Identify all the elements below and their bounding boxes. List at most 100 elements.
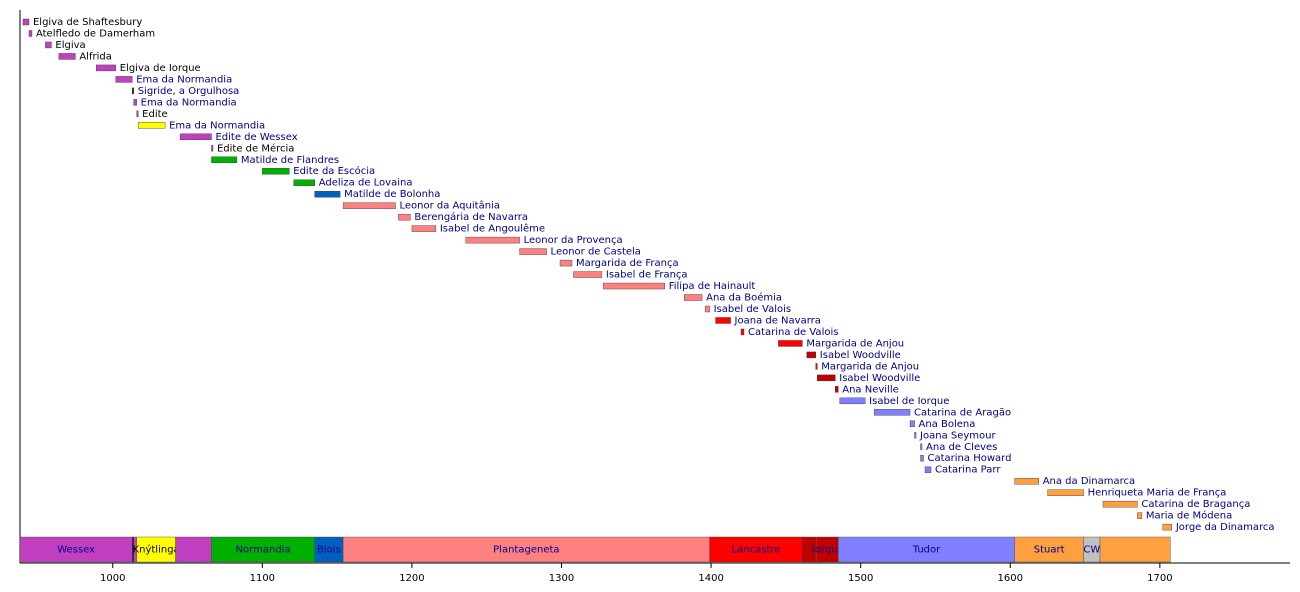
reign-bar — [96, 64, 116, 72]
reign-bar — [715, 317, 731, 324]
reign-bar — [683, 294, 703, 301]
reign-bar — [115, 76, 133, 83]
dynasty-label: Normandia — [236, 545, 291, 556]
queen-label: Margarida de Anjou — [806, 338, 904, 349]
x-tick-label: 1600 — [998, 573, 1023, 584]
queen-label: Ema da Normandia — [141, 97, 237, 108]
reign-bar — [914, 432, 917, 439]
reign-bar — [909, 420, 915, 427]
reign-bar — [179, 133, 212, 141]
reign-bar — [835, 386, 839, 393]
reign-bar — [924, 466, 932, 473]
dynasty-band — [314, 536, 344, 563]
dynasty-band — [838, 536, 1015, 563]
queen-label: Matilde de Bolonha — [344, 189, 440, 200]
reign-bar — [1047, 489, 1084, 496]
queen-label: Catarina Howard — [928, 453, 1012, 464]
queen-label: Adeliza de Lovaina — [319, 178, 413, 189]
reign-bar — [342, 202, 396, 209]
queen-label: Catarina de Valois — [748, 327, 838, 338]
reign-bar — [873, 409, 911, 416]
dynasty-label: CW — [1083, 545, 1100, 556]
reign-bar — [45, 41, 52, 49]
reign-bar — [136, 110, 139, 118]
x-tick-label: 1300 — [549, 573, 574, 584]
reign-bar — [465, 236, 520, 244]
reign-bar — [262, 168, 290, 175]
queen-label: Isabel de Angoulême — [440, 223, 545, 235]
queen-label: Elgiva — [55, 40, 85, 51]
reign-bar — [920, 455, 924, 462]
queen-label: Isabel Woodville — [839, 373, 920, 384]
reign-bar — [817, 374, 836, 382]
x-tick-label: 1100 — [250, 573, 275, 584]
queen-label: Margarida de Anjou — [821, 361, 919, 372]
reign-bar — [778, 340, 803, 347]
queen-label: Filipa de Hainault — [669, 281, 756, 292]
dynasty-band — [211, 536, 315, 563]
reign-bar — [314, 190, 341, 198]
reign-bar — [559, 259, 573, 267]
reign-bar — [1162, 523, 1173, 531]
x-tick-label: 1400 — [698, 573, 723, 584]
queen-label: Berengária de Navarra — [414, 211, 528, 223]
queen-label: Henriqueta Maria de França — [1088, 488, 1227, 499]
queen-label: Leonor da Provença — [524, 235, 623, 246]
queen-label: Edite — [142, 109, 168, 120]
queen-label: Catarina de Aragão — [914, 407, 1011, 418]
reign-bar — [293, 179, 315, 186]
dynasty-label: Blois — [317, 545, 341, 556]
queen-label: Edite da Escócia — [293, 165, 375, 177]
queen-label: Ana Neville — [842, 384, 899, 395]
queen-label: Margarida de França — [576, 258, 679, 269]
reign-bar — [519, 248, 547, 255]
dynasty-label: Plantageneta — [493, 545, 559, 556]
queen-label: Elgiva de Iorque — [120, 63, 201, 74]
queen-label: Leonor de Castela — [551, 247, 641, 258]
queen-label: Ema da Normandia — [136, 74, 232, 85]
reign-bar — [58, 53, 76, 60]
reign-bar — [28, 30, 33, 37]
dynasty-band — [175, 536, 212, 563]
queen-label: Leonor da Aquitânia — [399, 200, 500, 212]
queen-label: Isabel Woodville — [820, 350, 901, 361]
queen-label: Ana Bolena — [919, 419, 976, 430]
queen-label: Jorge da Dinamarca — [1175, 522, 1275, 533]
dynasty-label: Stuart — [1034, 545, 1065, 556]
queen-label: Ema da Normandia — [169, 120, 265, 131]
queen-label: Edite de Mércia — [217, 142, 294, 154]
dynasty-label: Wessex — [57, 545, 95, 556]
x-tick-label: 1500 — [848, 573, 873, 584]
reign-bar — [806, 351, 817, 359]
x-tick-label: 1000 — [100, 573, 125, 584]
queen-label: Ana de Cleves — [926, 442, 997, 453]
queen-label: Ana da Boémia — [706, 292, 782, 304]
reign-bar — [573, 271, 603, 278]
queen-label: Edite de Wessex — [215, 132, 297, 143]
reign-bar — [133, 99, 137, 106]
queen-label: Isabel de Iorque — [869, 396, 949, 407]
queen-label: Joana de Navarra — [734, 315, 821, 326]
x-tick-label: 1200 — [399, 573, 424, 584]
queen-label: Isabel de França — [606, 270, 688, 281]
reign-bar — [920, 443, 923, 450]
dynasty-band — [1099, 536, 1171, 563]
dynasty-band — [709, 536, 803, 563]
dynasty-band — [136, 536, 176, 563]
queen-label: Atelfledo de Damerham — [36, 28, 155, 39]
queen-label: Joana Seymour — [919, 430, 996, 441]
queen-label: Catarina de Bragança — [1141, 499, 1250, 510]
queen-label: Maria de Módena — [1146, 510, 1232, 522]
dynasty-label: Tudor — [912, 545, 941, 556]
x-tick-label: 1700 — [1147, 573, 1172, 584]
reign-bar — [1102, 500, 1138, 508]
dynasty-label: Knýtlinga — [133, 544, 180, 556]
reign-bar — [740, 328, 745, 336]
reign-bar — [398, 213, 411, 221]
reign-bar — [131, 87, 134, 95]
queen-label: Isabel de Valois — [714, 304, 792, 315]
reign-bar — [137, 122, 166, 129]
dynasty-band — [342, 536, 710, 563]
queen-label: Ana da Dinamarca — [1043, 476, 1135, 487]
